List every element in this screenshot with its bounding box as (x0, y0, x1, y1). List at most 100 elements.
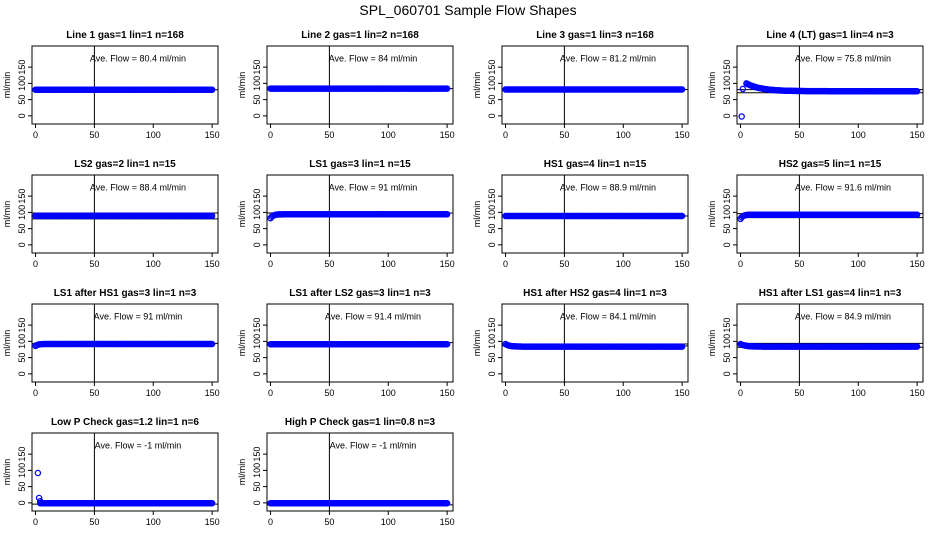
y-tick-label: 0 (17, 371, 27, 376)
average-flow-annotation: Ave. Flow = 84.1 ml/min (560, 311, 656, 321)
plot-panel: Line 4 (LT) gas=1 lin=4 n=30 50 100 1500501… (707, 30, 925, 140)
data-point (738, 113, 745, 120)
y-tick-label: 50 (487, 353, 497, 363)
y-tick-label: 0 (722, 242, 732, 247)
y-tick-label: 50 (722, 95, 732, 105)
y-tick-label: 50 (17, 353, 27, 363)
x-tick-label: 0 (268, 517, 273, 527)
y-tick-label: 50 (17, 224, 27, 234)
y-axis-label: ml/min (237, 330, 247, 357)
average-flow-annotation: Ave. Flow = 81.2 ml/min (560, 53, 656, 63)
plot-title: HS1 after HS2 gas=4 lin=1 n=3 (523, 288, 667, 299)
plot-title: HS2 gas=5 lin=1 n=15 (779, 159, 882, 170)
average-flow-annotation: Ave. Flow = 84 ml/min (329, 53, 418, 63)
data-point (913, 211, 921, 218)
y-tick-label: 50 (252, 95, 262, 105)
y-axis-label: ml/min (2, 330, 12, 357)
x-tick-label: 100 (381, 517, 396, 527)
x-tick-label: 150 (440, 388, 455, 398)
y-tick-label: 150 (487, 189, 497, 204)
x-tick-label: 150 (205, 388, 220, 398)
x-tick-label: 50 (324, 517, 334, 527)
y-tick-label: 150 (17, 60, 27, 75)
y-axis-label: ml/min (2, 72, 12, 99)
plot-title: Line 3 gas=1 lin=3 n=168 (536, 30, 654, 41)
x-tick-label: 150 (205, 259, 220, 269)
y-tick-label: 50 (252, 224, 262, 234)
x-tick-label: 150 (675, 259, 690, 269)
plot-panel: HS2 gas=5 lin=1 n=150 50 100 150050100150ml… (707, 159, 925, 269)
y-axis-label: ml/min (472, 72, 482, 99)
y-axis-label: ml/min (237, 201, 247, 228)
average-flow-annotation: Ave. Flow = 88.9 ml/min (560, 182, 656, 192)
y-tick-label: 50 (722, 353, 732, 363)
x-tick-label: 0 (738, 259, 743, 269)
x-tick-label: 50 (559, 388, 569, 398)
y-tick-label: 100 (252, 463, 262, 478)
data-point (913, 87, 921, 95)
y-tick-label: 150 (252, 447, 262, 462)
x-tick-label: 0 (33, 259, 38, 269)
y-tick-label: 50 (252, 482, 262, 492)
plot-frame (501, 45, 689, 125)
plot-frame (736, 45, 924, 125)
data-point (35, 494, 43, 502)
y-tick-label: 50 (17, 482, 27, 492)
x-tick-label: 0 (268, 388, 273, 398)
x-tick-label: 100 (381, 259, 396, 269)
x-tick-label: 150 (205, 517, 220, 527)
plot-panel: LS2 gas=2 lin=1 n=150 50 100 150050100150ml… (2, 159, 220, 269)
x-tick-label: 150 (910, 259, 925, 269)
y-tick-label: 150 (17, 189, 27, 204)
x-tick-label: 0 (33, 388, 38, 398)
x-tick-label: 50 (794, 388, 804, 398)
y-axis-label: ml/min (2, 201, 12, 228)
x-tick-label: 0 (33, 130, 38, 140)
y-tick-label: 50 (17, 95, 27, 105)
y-tick-label: 150 (722, 318, 732, 333)
average-flow-annotation: Ave. Flow = 75.8 ml/min (795, 53, 891, 63)
plot-title: LS1 after LS2 gas=3 lin=1 n=3 (289, 288, 431, 299)
y-tick-label: 100 (252, 205, 262, 220)
y-axis-label: ml/min (2, 459, 12, 486)
average-flow-annotation: Ave. Flow = 91 ml/min (329, 182, 418, 192)
x-tick-label: 50 (89, 259, 99, 269)
x-tick-label: 50 (794, 130, 804, 140)
plot-title: LS1 gas=3 lin=1 n=15 (309, 159, 411, 170)
average-flow-annotation: Ave. Flow = 91.4 ml/min (325, 311, 421, 321)
x-tick-label: 0 (503, 259, 508, 269)
y-tick-label: 50 (252, 353, 262, 363)
y-tick-label: 0 (17, 113, 27, 118)
y-tick-label: 100 (487, 334, 497, 349)
x-tick-label: 0 (268, 259, 273, 269)
data-point (208, 499, 216, 507)
plot-panel: High P Check gas=1 lin=0.8 n=30 50 100 1500… (237, 417, 455, 527)
plot-frame (501, 303, 689, 383)
x-tick-label: 0 (503, 130, 508, 140)
average-flow-annotation: Ave. Flow = 84.9 ml/min (795, 311, 891, 321)
data-point (443, 340, 451, 348)
y-tick-label: 50 (487, 224, 497, 234)
x-tick-label: 50 (794, 259, 804, 269)
x-tick-label: 150 (205, 130, 220, 140)
average-flow-annotation: Ave. Flow = 80.4 ml/min (90, 53, 186, 63)
x-tick-label: 150 (675, 388, 690, 398)
data-point (208, 86, 216, 93)
plot-panel: Low P Check gas=1.2 lin=1 n=60 50 100 15005… (2, 417, 220, 527)
y-tick-label: 0 (722, 371, 732, 376)
data-point (208, 340, 216, 348)
y-tick-label: 150 (252, 318, 262, 333)
x-tick-label: 50 (324, 130, 334, 140)
y-tick-label: 0 (252, 113, 262, 118)
plot-panel: LS1 after HS1 gas=3 lin=1 n=30 50 100 15005… (2, 288, 220, 398)
y-axis-label: ml/min (707, 201, 717, 228)
y-tick-label: 100 (722, 334, 732, 349)
y-axis-label: ml/min (472, 201, 482, 228)
plot-title: Line 2 gas=1 lin=2 n=168 (301, 30, 419, 41)
y-tick-label: 0 (17, 500, 27, 505)
x-tick-label: 100 (851, 259, 866, 269)
